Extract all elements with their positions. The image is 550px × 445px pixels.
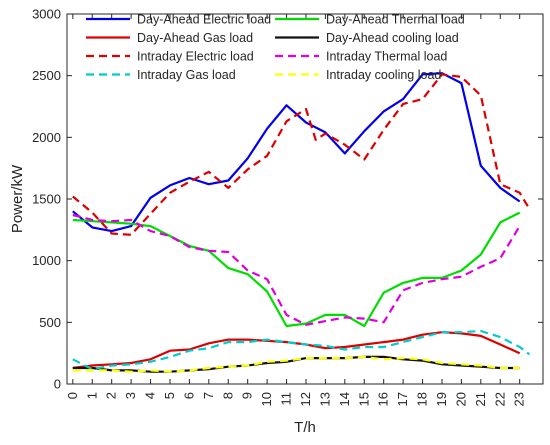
x-tick-label-3: 3	[123, 392, 138, 399]
y-tick-label-4: 2000	[32, 130, 61, 145]
x-tick-label-22: 22	[492, 392, 507, 406]
x-tick-label-16: 16	[376, 392, 391, 406]
x-tick-label-5: 5	[162, 392, 177, 399]
series-line-5	[72, 213, 521, 326]
y-tick-label-2: 1000	[32, 253, 61, 268]
x-tick-label-9: 9	[240, 392, 255, 399]
x-tick-label-23: 23	[512, 392, 527, 406]
x-tick-label-4: 4	[143, 392, 158, 399]
x-tick-label-18: 18	[415, 392, 430, 406]
y-axis-label: Power/kW	[9, 164, 26, 233]
x-tick-label-10: 10	[259, 392, 274, 406]
x-tick-label-6: 6	[181, 392, 196, 399]
y-tick-label-1: 500	[39, 315, 61, 330]
x-tick-label-2: 2	[104, 392, 119, 399]
x-tick-label-12: 12	[298, 392, 313, 406]
y-tick-label-0: 0	[54, 377, 61, 392]
series-line-1	[72, 211, 521, 328]
y-tick-label-6: 3000	[32, 7, 61, 22]
legend-label-6: Intraday Gas load	[137, 68, 236, 82]
legend-label-5: Intraday Thermal load	[326, 50, 447, 64]
legend: Day-Ahead Electric load Day-Ahead Thermal…	[86, 13, 465, 82]
x-axis-label: T/h	[294, 419, 316, 436]
x-tick-label-19: 19	[434, 392, 449, 406]
series-layer	[72, 72, 531, 373]
x-tick-label-0: 0	[65, 392, 80, 399]
legend-label-0: Day-Ahead Electric load	[137, 13, 271, 27]
x-tick-label-21: 21	[473, 392, 488, 406]
x-tick-label-20: 20	[453, 392, 468, 406]
x-tick-label-15: 15	[356, 392, 371, 406]
series-line-7	[72, 355, 520, 373]
x-tick-label-1: 1	[84, 392, 99, 399]
legend-label-4: Intraday Electric load	[137, 50, 254, 64]
series-line-6	[72, 329, 531, 371]
legend-label-7: Intraday cooling load	[326, 68, 441, 82]
y-tick-label-5: 2500	[32, 68, 61, 83]
series-line-0	[72, 72, 521, 233]
legend-label-2: Day-Ahead Gas load	[137, 31, 253, 45]
legend-label-3: Day-Ahead cooling load	[326, 31, 459, 45]
x-tick-label-13: 13	[317, 392, 332, 406]
x-tick-label-8: 8	[220, 392, 235, 399]
x-tick-label-7: 7	[201, 392, 216, 399]
legend-label-1: Day-Ahead Thermal load	[326, 13, 465, 27]
x-tick-label-14: 14	[337, 392, 352, 406]
x-tick-label-17: 17	[395, 392, 410, 406]
x-tick-label-11: 11	[279, 392, 294, 406]
series-line-4	[72, 73, 531, 236]
y-tick-label-3: 1500	[32, 192, 61, 207]
